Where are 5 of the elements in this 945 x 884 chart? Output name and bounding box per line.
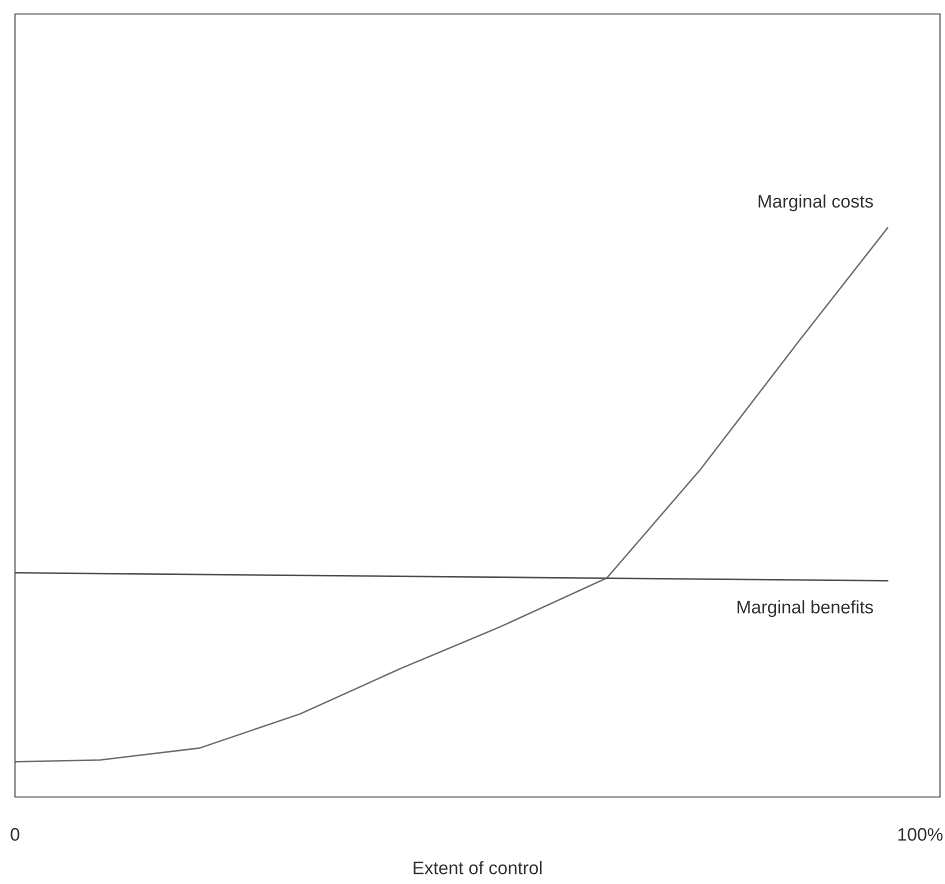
series-label: Marginal benefits xyxy=(738,600,873,618)
x-tick-label: 100% xyxy=(898,828,943,841)
x-tick-label: 0 xyxy=(10,828,20,841)
series-label: Marginal costs xyxy=(758,194,873,212)
x-axis-title: Extent of control xyxy=(414,861,542,874)
